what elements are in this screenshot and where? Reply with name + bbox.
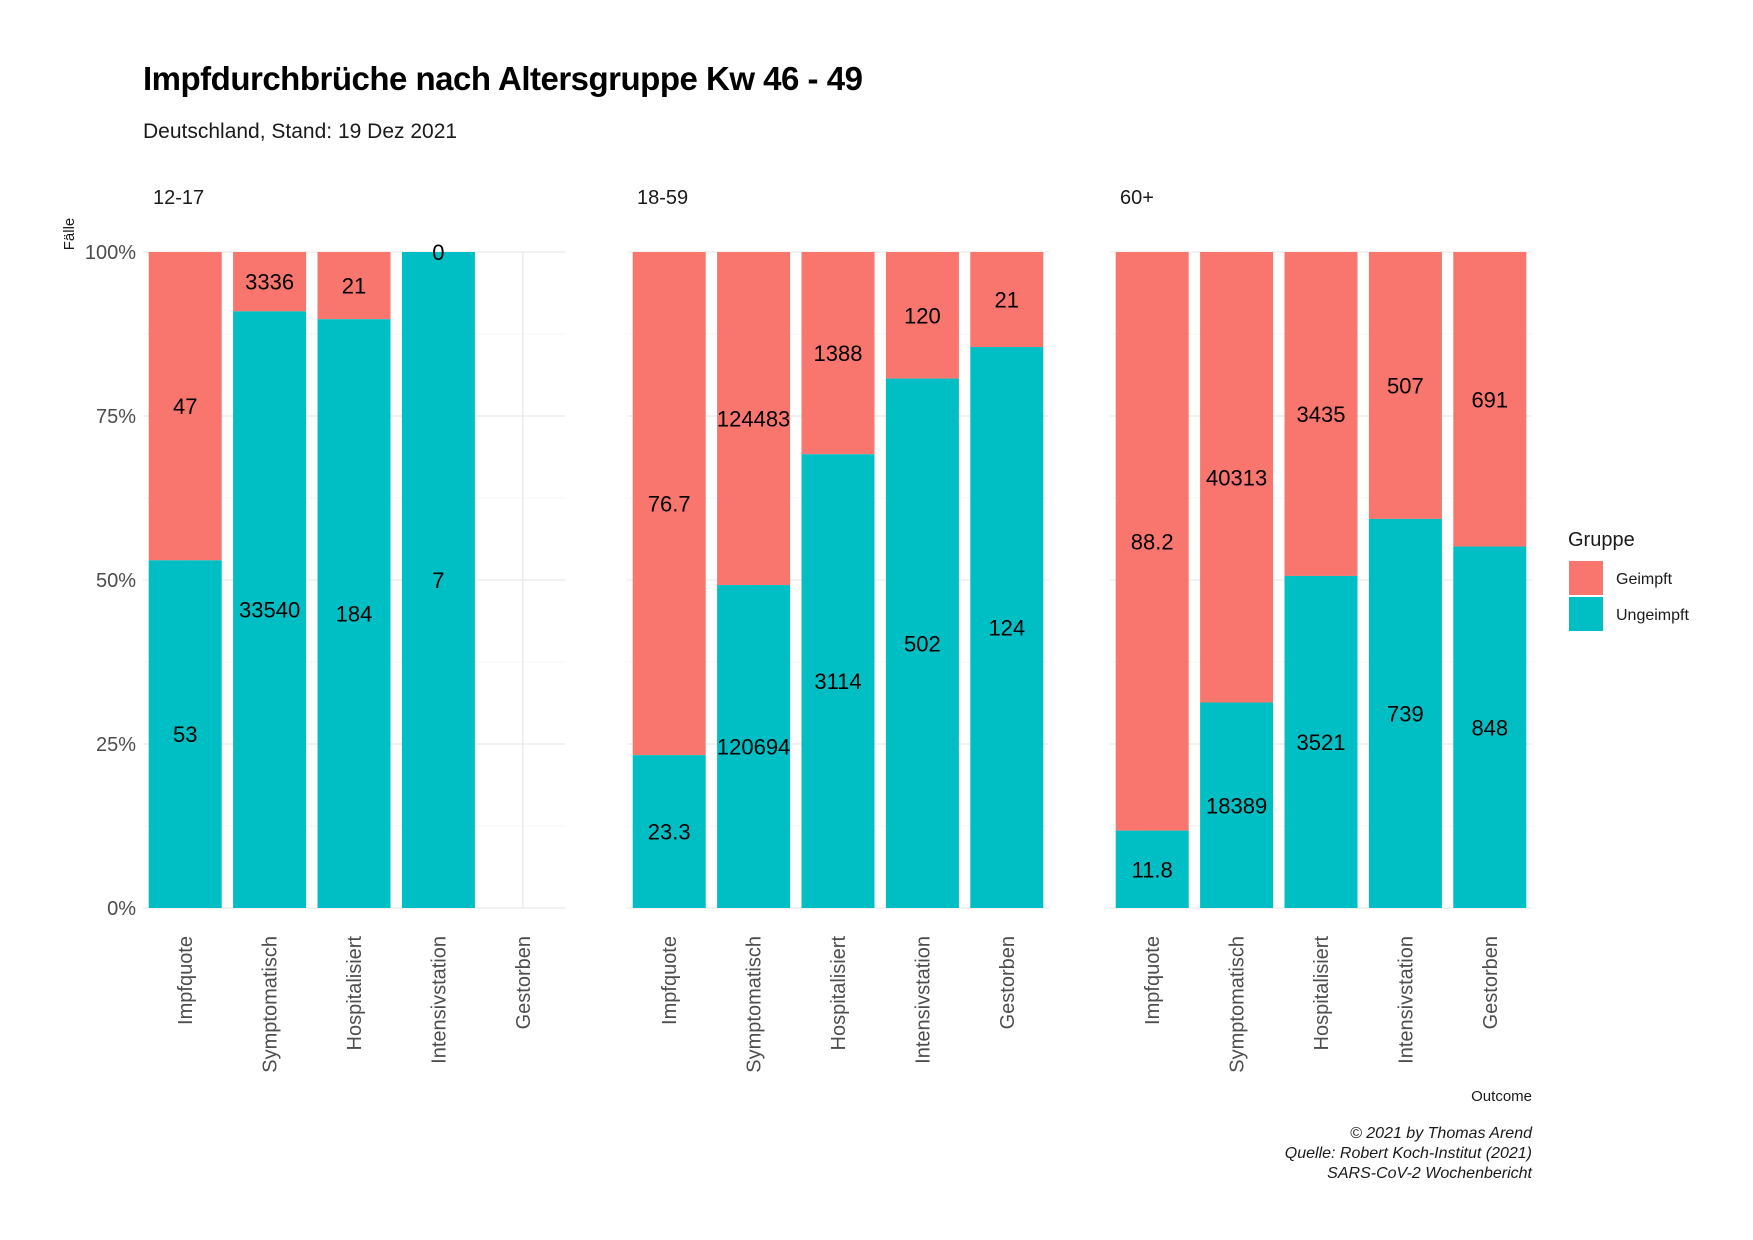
facet-label: 60+: [1120, 187, 1154, 209]
x-tick-label: Symptomatisch: [744, 936, 766, 1073]
bar-geimpft: [1115, 252, 1189, 831]
data-label-geimpft: 76.7: [648, 492, 691, 517]
bar-ungeimpft: [632, 755, 706, 908]
bar-geimpft: [1453, 252, 1527, 547]
bar-geimpft: [1284, 252, 1358, 576]
y-tick-label: 25%: [96, 734, 136, 756]
data-label-geimpft: 21: [995, 288, 1019, 313]
data-label-ungeimpft: 848: [1471, 715, 1508, 740]
data-label-ungeimpft: 184: [336, 602, 373, 627]
data-label-geimpft: 0: [432, 240, 444, 265]
bar-geimpft: [632, 252, 706, 756]
bar-geimpft: [801, 252, 875, 455]
x-tick-label: Impfquote: [659, 936, 681, 1025]
facet-60+: 60+ 88.2 11.8 40313 18389 3435 3521 507 739 691 84…: [1110, 187, 1532, 1073]
y-axis-title: Fälle: [61, 218, 78, 251]
bar-geimpft: [233, 252, 307, 312]
data-label-geimpft: 1388: [814, 341, 863, 366]
caption-line-1: © 2021 by Thomas Arend: [1350, 1125, 1533, 1142]
bar-ungeimpft: [1115, 830, 1189, 908]
bar-geimpft: [148, 252, 222, 561]
legend-swatch-ungeimpft: [1569, 597, 1603, 631]
data-label-ungeimpft: 3521: [1297, 730, 1346, 755]
data-label-ungeimpft: 739: [1387, 701, 1424, 726]
x-tick-label: Gestorben: [997, 936, 1019, 1029]
x-tick-label: Symptomatisch: [260, 936, 282, 1073]
y-tick-label: 0%: [107, 898, 136, 920]
bar-ungeimpft: [970, 347, 1044, 908]
bar-ungeimpft: [801, 454, 875, 908]
data-label-ungeimpft: 124: [988, 616, 1025, 641]
y-tick-label: 50%: [96, 570, 136, 592]
bar-ungeimpft: [885, 378, 959, 909]
legend-label-ungeimpft: Ungeimpft: [1616, 607, 1689, 624]
x-tick-label: Hospitalisiert: [344, 936, 366, 1051]
bar-ungeimpft: [717, 585, 791, 908]
caption-line-2: Quelle: Robert Koch-Institut (2021): [1285, 1145, 1532, 1162]
data-label-ungeimpft: 7: [432, 568, 444, 593]
data-label-geimpft: 21: [342, 274, 366, 299]
data-label-geimpft: 47: [173, 394, 197, 419]
data-label-geimpft: 691: [1471, 387, 1508, 412]
facet-18-59: 18-59 76.7 23.3 124483 120694 1388 3114 120 502 2…: [627, 187, 1049, 1073]
x-tick-label: Intensivstation: [428, 936, 450, 1064]
y-tick-label: 75%: [96, 406, 136, 428]
bar-ungeimpft: [1368, 518, 1442, 908]
bar-geimpft: [1368, 252, 1442, 519]
data-label-ungeimpft: 18389: [1206, 793, 1267, 818]
bar-ungeimpft: [401, 252, 475, 908]
bar-geimpft: [317, 252, 391, 320]
bar-geimpft: [717, 252, 791, 586]
data-label-ungeimpft: 3114: [814, 669, 861, 694]
bar-ungeimpft: [1284, 575, 1358, 908]
bar-ungeimpft: [148, 560, 222, 908]
chart-title: Impfdurchbrüche nach Altersgruppe Kw 46 …: [143, 60, 863, 97]
caption-line-3: SARS-CoV-2 Wochenbericht: [1327, 1165, 1532, 1182]
data-label-ungeimpft: 11.8: [1132, 857, 1173, 882]
facet-panels: 12-17 47 53 3336 33540 21 184 0 7 Impfquote Sympto…: [143, 187, 1532, 1073]
legend-swatch-geimpft: [1569, 561, 1603, 595]
x-tick-label: Gestorben: [513, 936, 535, 1029]
facet-12-17: 12-17 47 53 3336 33540 21 184 0 7 Impfquote Sympto…: [143, 187, 565, 1073]
data-label-geimpft: 507: [1387, 373, 1424, 398]
bar-ungeimpft: [317, 319, 391, 908]
data-label-ungeimpft: 53: [173, 722, 197, 747]
data-label-ungeimpft: 23.3: [648, 820, 691, 845]
y-tick-label: 100%: [85, 242, 136, 264]
data-label-geimpft: 124483: [717, 407, 790, 432]
bar-ungeimpft: [1453, 546, 1527, 908]
legend-label-geimpft: Geimpft: [1616, 571, 1673, 588]
bar-geimpft: [1200, 252, 1274, 703]
facet-label: 18-59: [637, 187, 688, 209]
data-label-geimpft: 88.2: [1131, 529, 1174, 554]
x-tick-label: Intensivstation: [912, 936, 934, 1064]
legend-title: Gruppe: [1568, 529, 1635, 551]
bar-geimpft: [885, 252, 959, 379]
x-tick-label: Hospitalisiert: [828, 936, 850, 1051]
x-tick-label: Impfquote: [1142, 936, 1164, 1025]
bar-geimpft: [970, 252, 1044, 348]
x-tick-label: Intensivstation: [1395, 936, 1417, 1064]
x-tick-label: Symptomatisch: [1227, 936, 1249, 1073]
data-label-ungeimpft: 502: [904, 631, 941, 656]
data-label-geimpft: 120: [904, 303, 941, 328]
data-label-geimpft: 3336: [245, 270, 294, 295]
data-label-geimpft: 3435: [1297, 402, 1346, 427]
legend: Gruppe Geimpft Ungeimpft: [1568, 529, 1689, 631]
facet-label: 12-17: [153, 187, 204, 209]
caption: © 2021 by Thomas Arend Quelle: Robert Ko…: [1285, 1125, 1533, 1182]
x-tick-label: Gestorben: [1480, 936, 1502, 1029]
data-label-geimpft: 40313: [1206, 465, 1267, 490]
bar-ungeimpft: [233, 311, 307, 908]
data-label-ungeimpft: 33540: [239, 598, 300, 623]
x-axis-title: Outcome: [1471, 1088, 1532, 1105]
bar-ungeimpft: [1200, 702, 1274, 908]
data-label-ungeimpft: 120694: [717, 735, 790, 760]
x-tick-label: Hospitalisiert: [1311, 936, 1333, 1051]
x-tick-label: Impfquote: [175, 936, 197, 1025]
chart-subtitle: Deutschland, Stand: 19 Dez 2021: [143, 120, 457, 143]
